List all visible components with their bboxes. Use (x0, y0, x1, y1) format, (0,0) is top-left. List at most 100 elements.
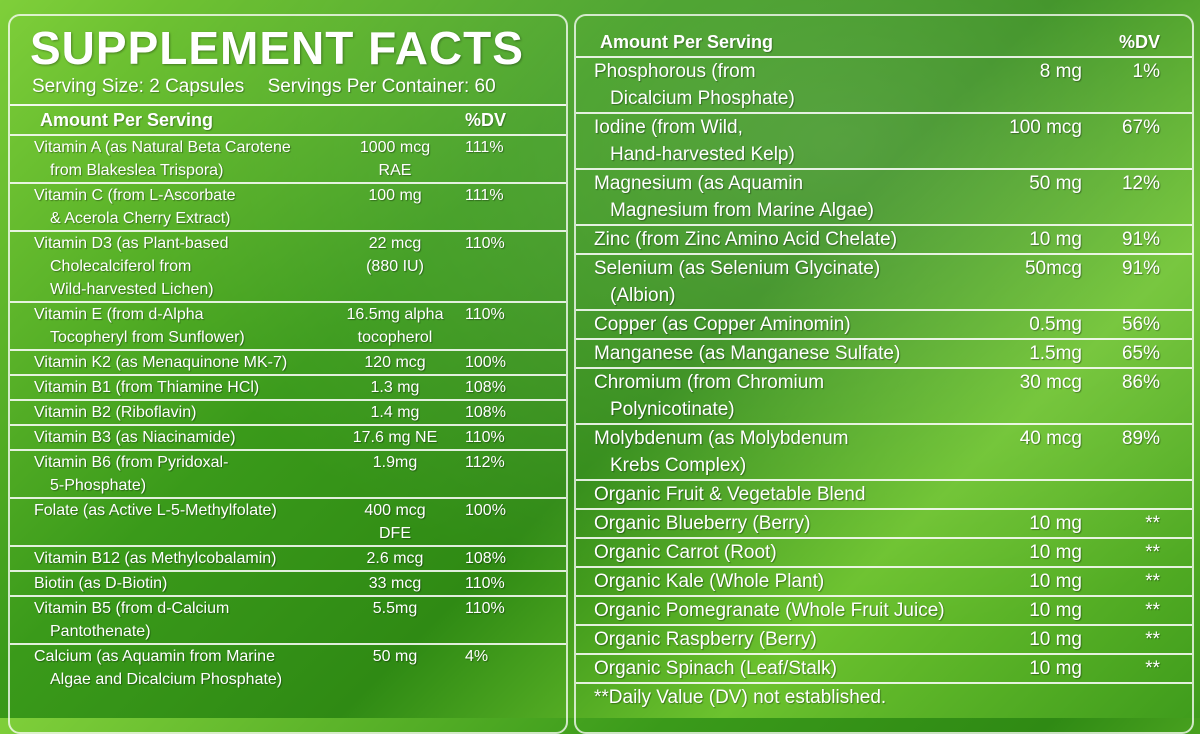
nutrient-dv: ** (1145, 658, 1160, 679)
amount-text: 1.5mg (1029, 343, 1082, 364)
amount-text: 50mcg (1024, 258, 1082, 279)
left-panel: SUPPLEMENT FACTS Serving Size: 2 Capsule… (8, 14, 568, 734)
amount-text: 2.6 mcg (366, 550, 424, 567)
nutrient-name: Vitamin C (from L-Ascorbate & Acerola Che… (10, 184, 345, 230)
nutrient-amount: 8 mg (994, 58, 1082, 112)
nutrient-dv (1082, 481, 1160, 508)
nutrient-dv: 111% (465, 187, 504, 204)
nutrient-amount: 50mcg (994, 255, 1082, 309)
amount-text: 22 mcg (368, 235, 422, 252)
nutrient-name-text: Vitamin C (from L-Ascorbate (34, 187, 236, 204)
nutrient-amount: 10 mg (994, 510, 1082, 537)
nutrient-row: Vitamin D3 (as Plant-based Cholecalcifero… (10, 230, 566, 301)
nutrient-row: Organic Carrot (Root) 10 mg ** (576, 537, 1192, 566)
nutrient-source: from Blakeslea Trispora) (50, 162, 224, 179)
amount-header: Amount Per Serving (40, 110, 214, 130)
nutrient-dv: ** (1145, 600, 1160, 621)
nutrient-dv: 65% (1121, 343, 1160, 364)
nutrient-amount: 50 mg (345, 645, 445, 691)
nutrient-name-text: Chromium (from Chromium (594, 372, 825, 393)
nutrient-source: Magnesium from Marine Algae) (610, 200, 874, 221)
nutrient-row: Vitamin K2 (as Menaquinone MK-7) 120 mcg 1… (10, 349, 566, 374)
nutrient-amount: 100 mcg (994, 114, 1082, 168)
nutrient-row: Biotin (as D-Biotin) 33 mcg 110% (10, 570, 566, 595)
nutrient-row: Vitamin B6 (from Pyridoxal- 5-Phosphate) 1… (10, 449, 566, 497)
nutrient-dv: ** (1145, 542, 1160, 563)
nutrient-amount: 30 mcg (994, 369, 1082, 423)
nutrient-dv: 67% (1121, 117, 1160, 138)
nutrient-name: Organic Carrot (Root) (576, 539, 994, 566)
nutrient-row: Copper (as Copper Aminomin) 0.5mg 56% (576, 309, 1192, 338)
nutrient-name: Organic Spinach (Leaf/Stalk) (576, 655, 994, 682)
amount-text: 10 mg (1029, 513, 1082, 534)
nutrient-name-text: Vitamin B5 (from d-Calcium (34, 600, 230, 617)
nutrient-name: Organic Kale (Whole Plant) (576, 568, 994, 595)
amount-text: 120 mcg (364, 354, 426, 371)
nutrient-amount: 10 mg (994, 655, 1082, 682)
nutrient-name: Phosphorous (from Dicalcium Phosphate) (576, 58, 994, 112)
nutrient-name-text: Magnesium (as Aquamin (594, 173, 804, 194)
divider (10, 104, 566, 106)
amount-text: 8 mg (1039, 61, 1082, 82)
amount-header: Amount Per Serving (600, 32, 774, 52)
nutrient-name: Manganese (as Manganese Sulfate) (576, 340, 994, 367)
nutrient-name: Vitamin B12 (as Methylcobalamin) (10, 547, 345, 570)
nutrient-row: Organic Fruit & Vegetable Blend (576, 479, 1192, 508)
nutrient-source: (Albion) (610, 285, 676, 306)
nutrient-amount: 400 mcg DFE (345, 499, 445, 545)
nutrient-amount: 10 mg (994, 539, 1082, 566)
nutrient-amount: 2.6 mcg (345, 547, 445, 570)
amount-text: 40 mcg (1019, 428, 1082, 449)
amount-spacer (994, 28, 1082, 56)
nutrient-name: Selenium (as Selenium Glycinate) (Albion) (576, 255, 994, 309)
nutrient-name-text: Organic Kale (Whole Plant) (594, 571, 825, 592)
nutrient-dv: 91% (1121, 258, 1160, 279)
nutrient-dv: 108% (465, 379, 506, 396)
amount-unit: (880 IU) (366, 258, 424, 275)
nutrient-dv: 108% (465, 404, 506, 421)
nutrient-amount: 100 mg (345, 184, 445, 230)
nutrient-row: Vitamin C (from L-Ascorbate & Acerola Che… (10, 182, 566, 230)
nutrient-name-text: Vitamin B2 (Riboflavin) (34, 404, 197, 421)
amount-unit: DFE (379, 525, 411, 542)
nutrient-name-text: Vitamin E (from d-Alpha (34, 306, 204, 323)
nutrient-row: Vitamin B12 (as Methylcobalamin) 2.6 mcg 1… (10, 545, 566, 570)
amount-text: 50 mg (372, 648, 418, 665)
right-panel: Amount Per Serving %DV Phosphorous (from… (574, 14, 1194, 734)
nutrient-name: Vitamin B2 (Riboflavin) (10, 401, 345, 424)
nutrient-name: Zinc (from Zinc Amino Acid Chelate) (576, 226, 994, 253)
nutrient-name-text: Organic Carrot (Root) (594, 542, 777, 563)
nutrient-name: Vitamin B1 (from Thiamine HCl) (10, 376, 345, 399)
nutrient-name: Vitamin B5 (from d-Calcium Pantothenate) (10, 597, 345, 643)
nutrient-row: Vitamin B3 (as Niacinamide) 17.6 mg NE 110… (10, 424, 566, 449)
nutrient-row: Organic Kale (Whole Plant) 10 mg ** (576, 566, 1192, 595)
amount-text: 0.5mg (1029, 314, 1082, 335)
nutrient-row: Vitamin B2 (Riboflavin) 1.4 mg 108% (10, 399, 566, 424)
nutrient-name: Vitamin D3 (as Plant-based Cholecalcifero… (10, 232, 345, 301)
servings-per-container: Servings Per Container: 60 (267, 76, 496, 97)
nutrient-name-text: Organic Spinach (Leaf/Stalk) (594, 658, 837, 679)
nutrient-row: Organic Blueberry (Berry) 10 mg ** (576, 508, 1192, 537)
dv-header: %DV (465, 110, 507, 130)
nutrient-row: Vitamin A (as Natural Beta Carotene from … (10, 134, 566, 182)
amount-text: 400 mcg (364, 502, 426, 519)
nutrient-name: Iodine (from Wild, Hand-harvested Kelp) (576, 114, 994, 168)
nutrient-name: Calcium (as Aquamin from Marine Algae and… (10, 645, 345, 691)
nutrient-name-text: Organic Pomegranate (Whole Fruit Juice) (594, 600, 945, 621)
nutrient-name-text: Folate (as Active L-5-Methylfolate) (34, 502, 277, 519)
nutrient-amount: 17.6 mg NE (345, 426, 445, 449)
nutrient-amount: 1.9mg (345, 451, 445, 497)
nutrient-amount: 10 mg (994, 226, 1082, 253)
nutrient-row: Phosphorous (from Dicalcium Phosphate) 8 m… (576, 56, 1192, 112)
nutrient-name: Organic Raspberry (Berry) (576, 626, 994, 653)
nutrient-name: Biotin (as D-Biotin) (10, 572, 345, 595)
nutrient-name-text: Vitamin A (as Natural Beta Carotene (34, 139, 291, 156)
amount-text: 1000 mcg (359, 139, 431, 156)
nutrient-amount: 0.5mg (994, 311, 1082, 338)
nutrient-dv: ** (1145, 513, 1160, 534)
nutrient-row: Manganese (as Manganese Sulfate) 1.5mg 65% (576, 338, 1192, 367)
amount-text: 10 mg (1029, 571, 1082, 592)
nutrient-amount: 16.5mg alpha tocopherol (345, 303, 445, 349)
nutrient-name: Organic Blueberry (Berry) (576, 510, 994, 537)
nutrient-name-text: Vitamin B12 (as Methylcobalamin) (34, 550, 277, 567)
